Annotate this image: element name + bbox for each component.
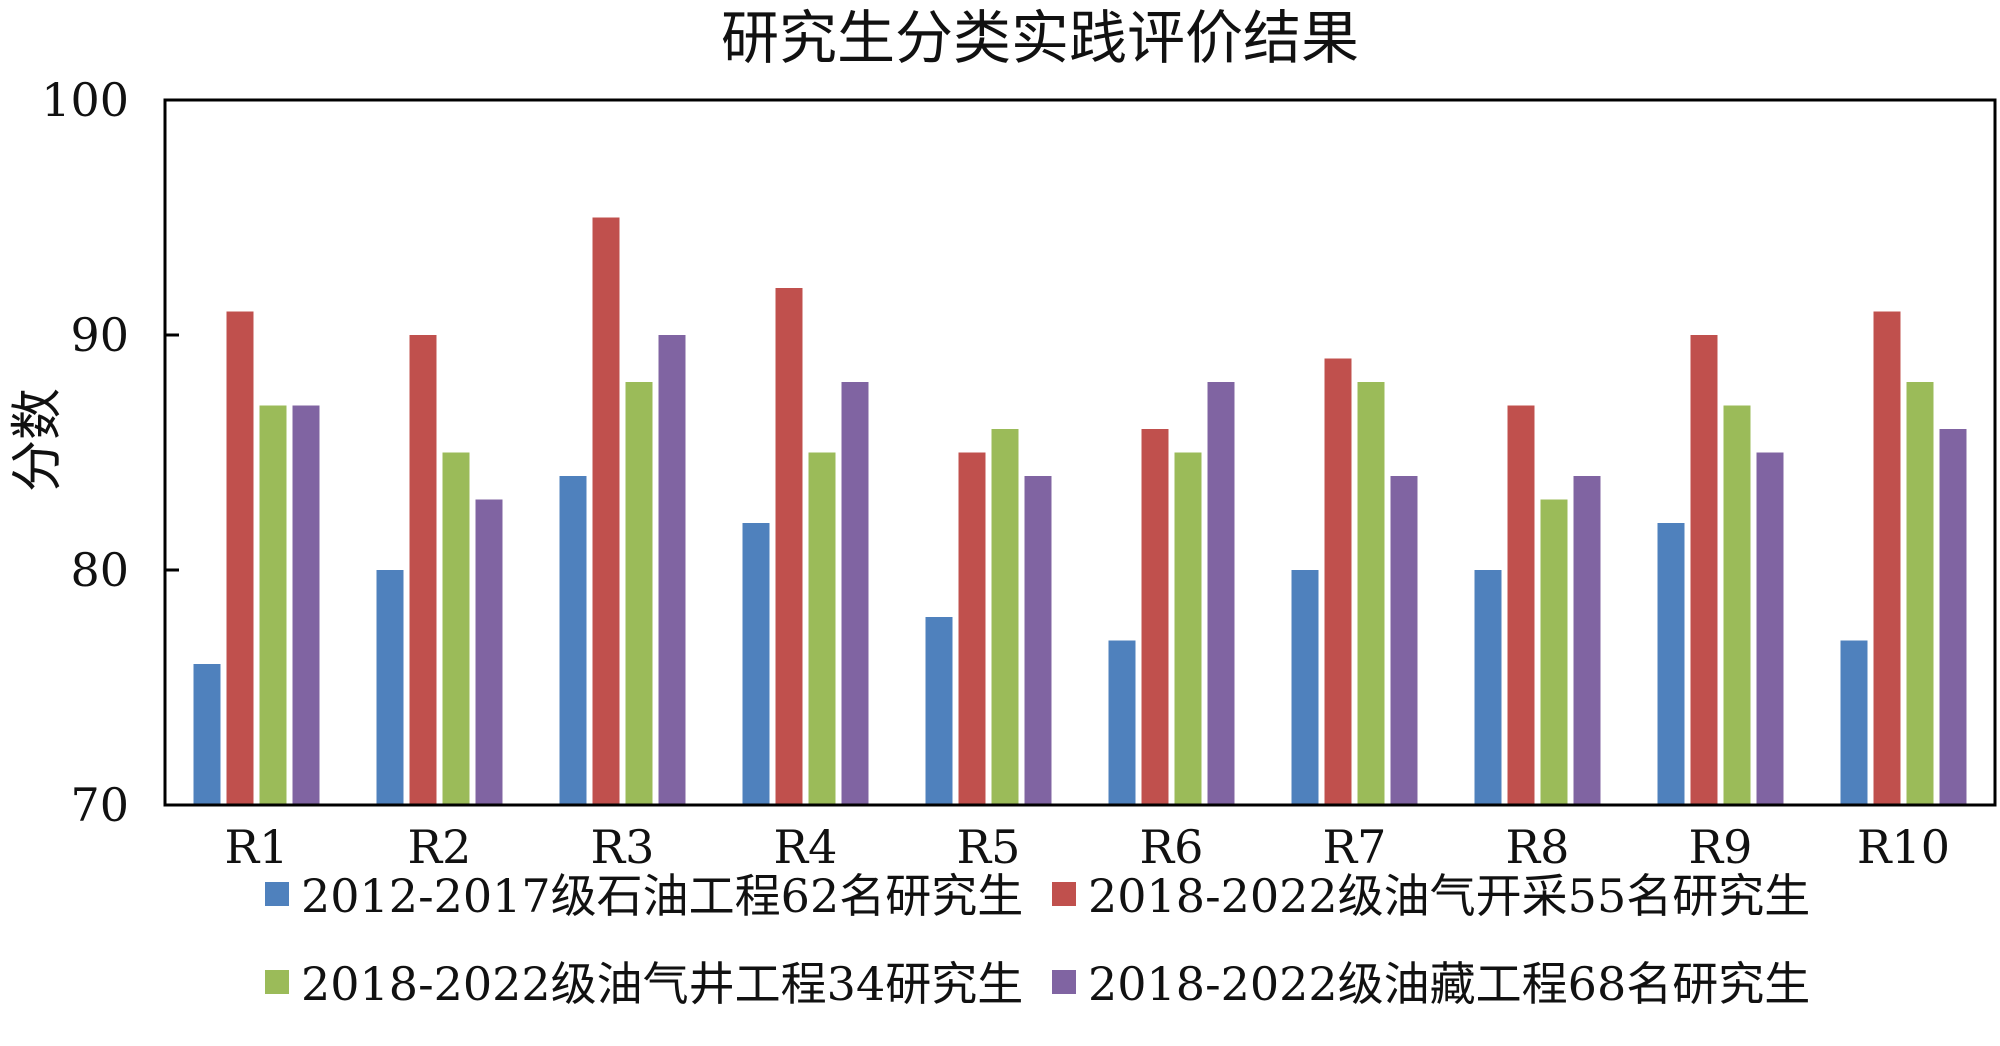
y-tick-label: 90 [70,308,129,362]
bar-R4-series-4 [841,382,869,805]
bar-R5-series-3 [991,429,1019,805]
chart-title: 研究生分类实践评价结果 [721,4,1359,72]
legend: 2012-2017级石油工程62名研究生 2018-2022级油气开采55名研究生… [265,869,1810,1011]
bar-R2-series-4 [475,499,503,805]
bar-R7-series-2 [1324,358,1352,805]
bar-R10-series-4 [1939,429,1967,805]
y-axis-label: 分数 [8,388,68,492]
bar-R10-series-3 [1906,382,1934,805]
bar-R10-series-1 [1840,640,1868,805]
bars [193,217,1967,805]
bar-R3-series-3 [625,382,653,805]
x-tick-label: R2 [408,820,472,874]
bar-R9-series-1 [1657,523,1685,805]
x-tick-label: R3 [591,820,655,874]
bar-R7-series-3 [1357,382,1385,805]
legend-label: 2018-2022级油气开采55名研究生 [1088,869,1810,923]
bar-R3-series-1 [559,476,587,805]
bar-R6-series-1 [1108,640,1136,805]
bar-R8-series-4 [1573,476,1601,805]
bar-R10-series-2 [1873,311,1901,805]
bar-R6-series-4 [1207,382,1235,805]
bar-R8-series-3 [1540,499,1568,805]
bar-R5-series-4 [1024,476,1052,805]
bar-R9-series-2 [1690,335,1718,805]
bar-R2-series-1 [376,570,404,805]
bar-R5-series-1 [925,617,953,805]
bar-R1-series-1 [193,664,221,805]
y-tick-label: 80 [70,543,129,597]
bar-R5-series-2 [958,452,986,805]
bar-R9-series-3 [1723,405,1751,805]
bar-R1-series-2 [226,311,254,805]
bar-R4-series-1 [742,523,770,805]
y-tick-label: 70 [70,778,129,832]
bar-R7-series-4 [1390,476,1418,805]
y-tick-label: 100 [41,73,129,127]
legend-label: 2012-2017级石油工程62名研究生 [301,869,1023,923]
bar-R6-series-3 [1174,452,1202,805]
x-tick-label: R6 [1140,820,1204,874]
bar-R8-series-2 [1507,405,1535,805]
bar-R1-series-4 [292,405,320,805]
x-tick-label: R8 [1506,820,1570,874]
bar-R8-series-1 [1474,570,1502,805]
bar-R6-series-2 [1141,429,1169,805]
bar-R2-series-3 [442,452,470,805]
bar-R2-series-2 [409,335,437,805]
x-tick-label: R7 [1323,820,1387,874]
legend-swatch [1052,970,1076,994]
bar-R1-series-3 [259,405,287,805]
bar-R7-series-1 [1291,570,1319,805]
bar-R4-series-3 [808,452,836,805]
bar-R3-series-2 [592,217,620,805]
x-tick-label: R5 [957,820,1021,874]
x-tick-label: R9 [1689,820,1753,874]
legend-swatch [265,970,289,994]
x-tick-label: R10 [1857,820,1950,874]
legend-label: 2018-2022级油气井工程34研究生 [301,957,1023,1011]
bar-R9-series-4 [1756,452,1784,805]
x-tick-label: R4 [774,820,838,874]
bar-R4-series-2 [775,288,803,805]
bar-R3-series-4 [658,335,686,805]
legend-swatch [265,882,289,906]
legend-label: 2018-2022级油藏工程68名研究生 [1088,957,1810,1011]
legend-swatch [1052,882,1076,906]
x-axis-ticks: R1 R2 R3 R4 R5 R6 R7 R8 R9 R10 [225,820,1951,874]
plot-area-frame [163,98,1997,807]
x-tick-label: R1 [225,820,289,874]
